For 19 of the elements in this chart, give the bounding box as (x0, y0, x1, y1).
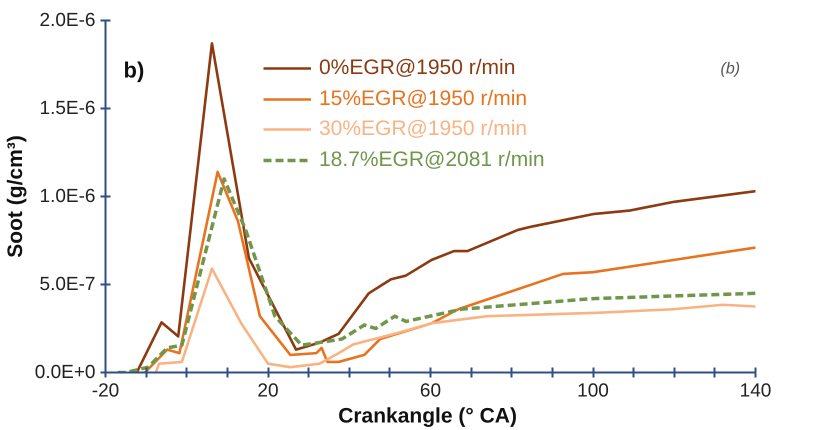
legend-label: 15%EGR@1950 r/min (319, 86, 528, 110)
y-tick-label: 0.0E+0 (34, 362, 96, 383)
legend-label: 30%EGR@1950 r/min (319, 117, 528, 141)
x-tick-label: 20 (257, 380, 279, 402)
x-tick-label: 100 (577, 380, 609, 402)
y-tick-label: 1.0E-6 (40, 186, 96, 207)
line-series (154, 267, 756, 372)
y-tick-label: 2.0E-6 (40, 10, 96, 31)
x-axis-title: Crankangle (° CA) (338, 404, 517, 428)
y-tick-label: 1.5E-6 (40, 98, 96, 119)
legend-label: 0%EGR@1950 r/min (319, 56, 516, 80)
annotation: b) (124, 58, 144, 82)
x-tick-label: -20 (92, 380, 120, 402)
legend-label: 18.7%EGR@2081 r/min (319, 148, 545, 172)
annotation: (b) (720, 60, 740, 78)
x-tick-label: 60 (420, 380, 442, 402)
y-tick-label: 5.0E-7 (40, 274, 96, 295)
x-tick-label: 140 (740, 380, 772, 402)
y-axis-title: Soot (g/cm³) (4, 135, 27, 258)
